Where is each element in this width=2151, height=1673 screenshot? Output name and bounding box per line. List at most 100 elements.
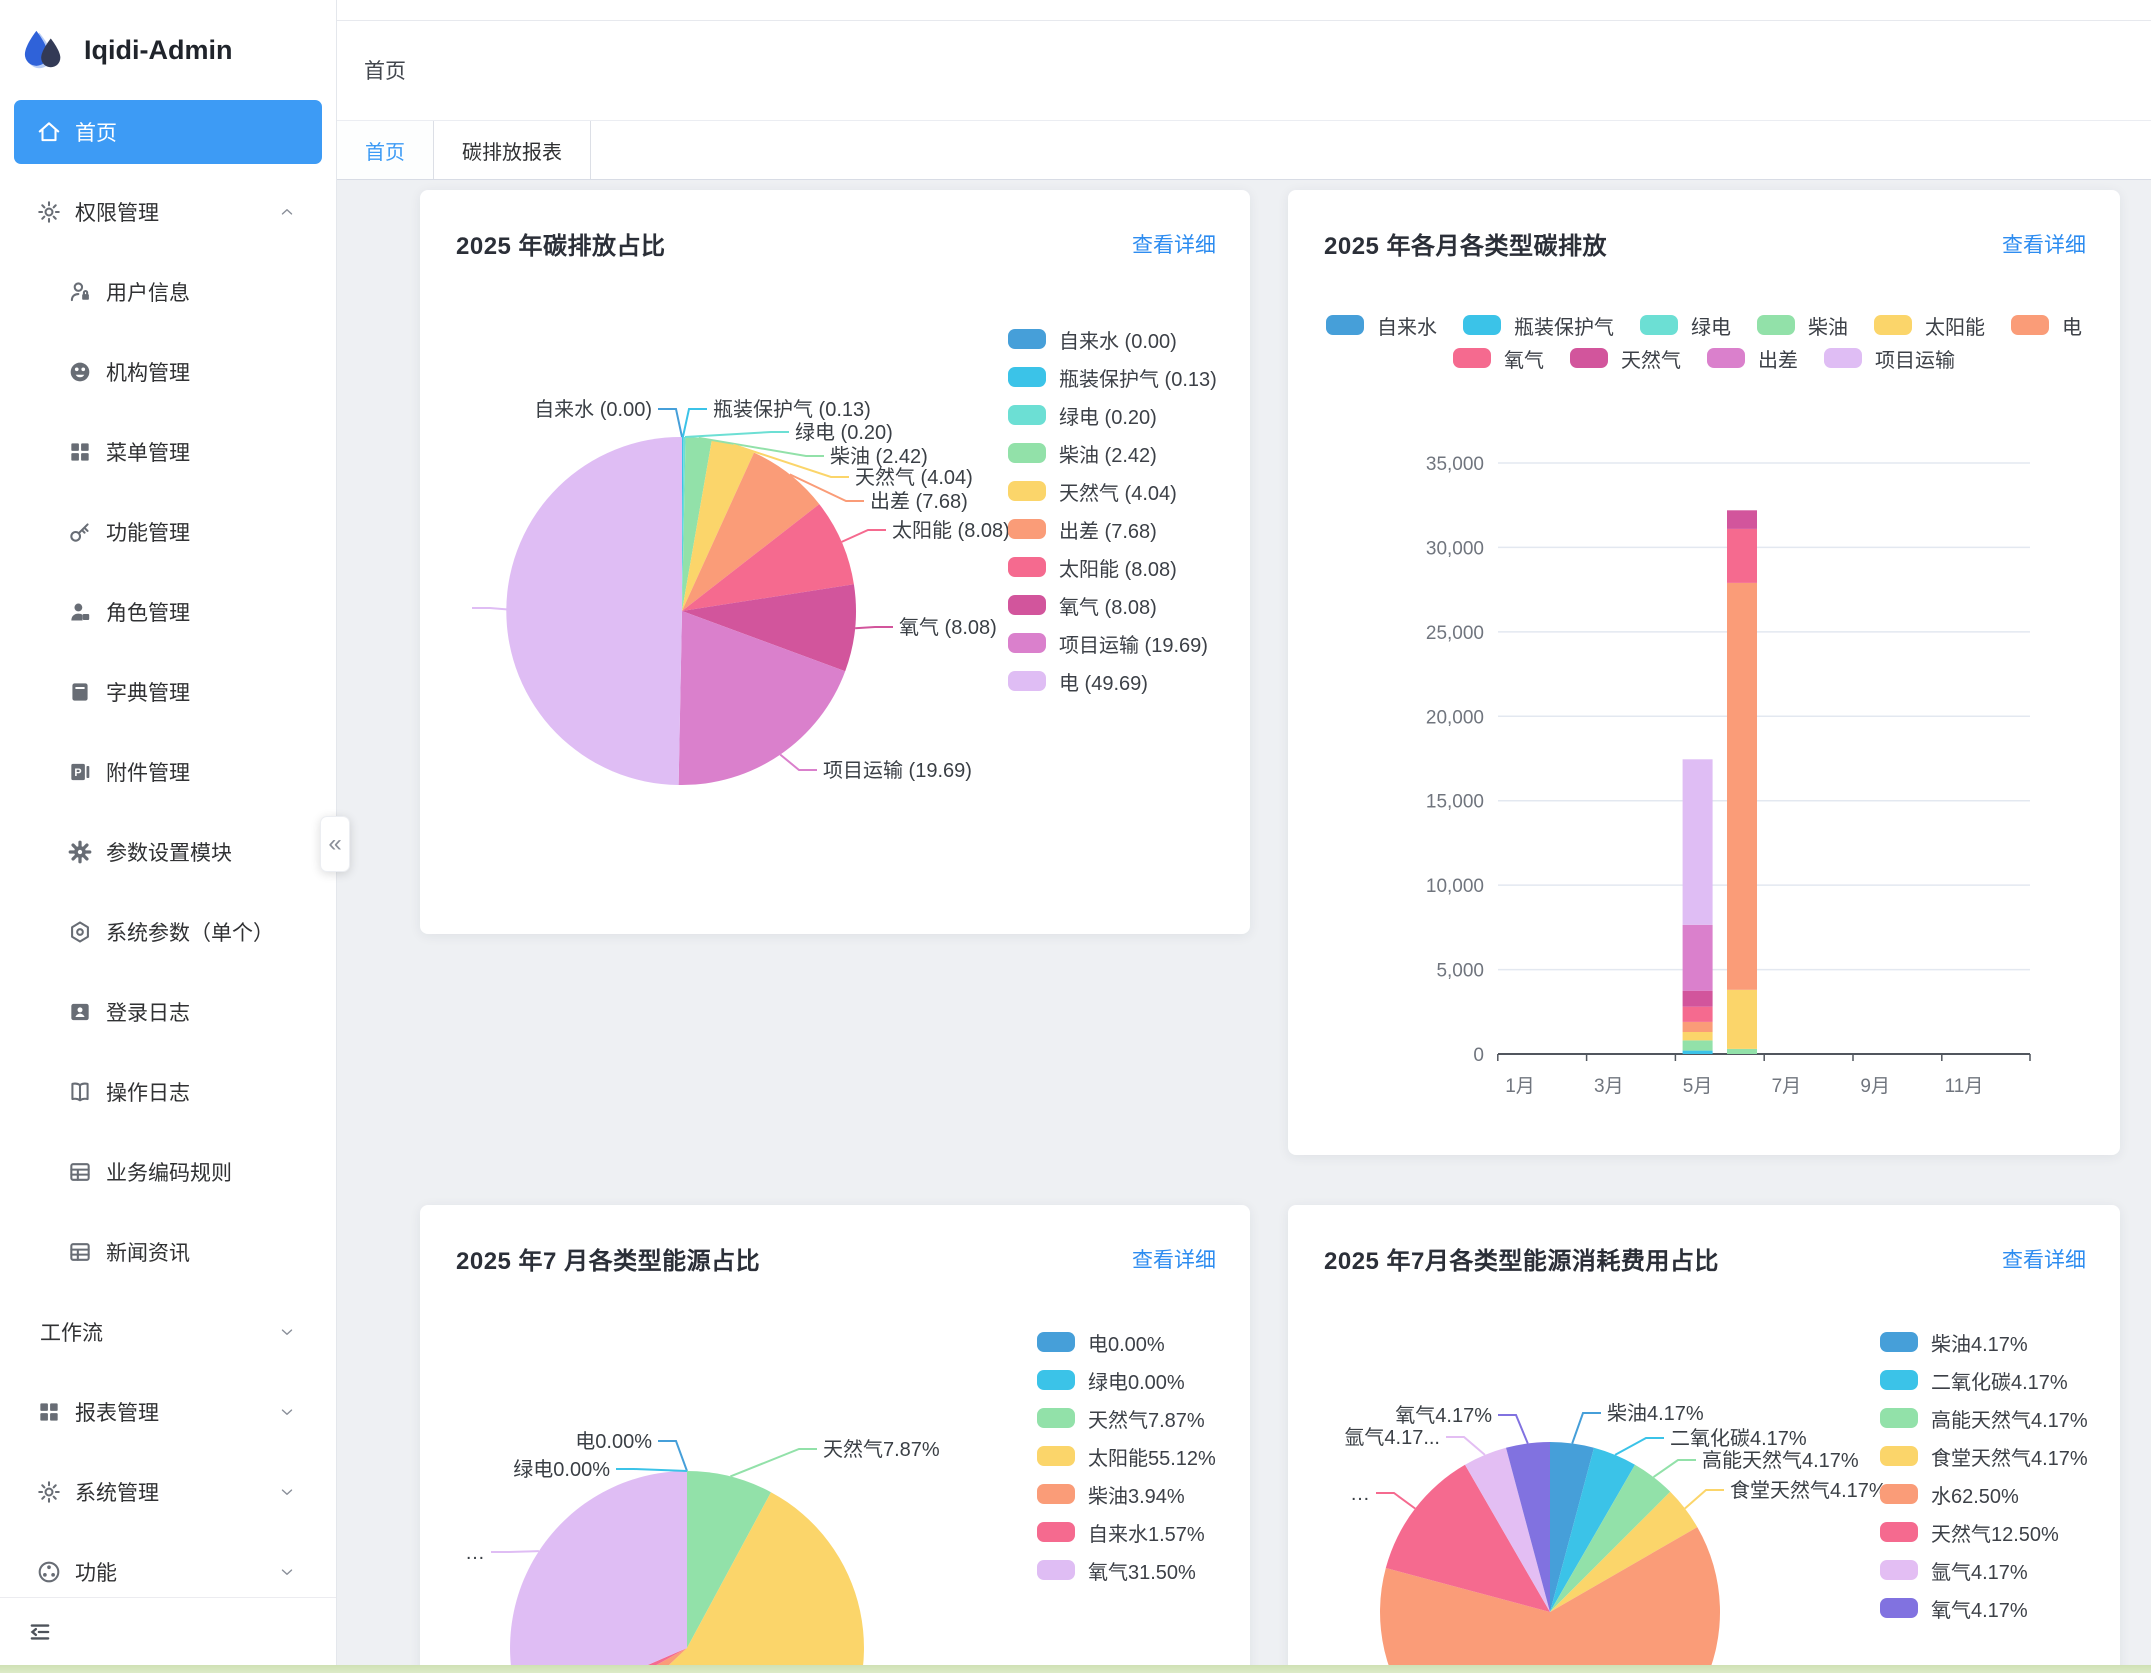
legend-item[interactable]: 电0.00% [1037,1332,1216,1356]
sidebar-item-attachment-mgmt[interactable]: P 附件管理 [0,732,336,812]
pie-label: 二氧化碳4.17% [1670,1427,1807,1450]
sidebar-item-label: 机构管理 [106,362,190,385]
legend-item[interactable]: 出差 (7.68) [1008,519,1217,543]
chevron-down-icon [278,1563,296,1581]
y-tick-label: 35,000 [1426,454,1484,475]
pie-label-line [789,473,864,502]
view-detail-link[interactable]: 查看详细 [1132,233,1216,257]
sidebar-collapse-handle[interactable]: « [320,816,350,872]
y-tick-label: 20,000 [1426,707,1484,728]
y-tick-label: 15,000 [1426,792,1484,813]
sidebar-item-function-mgmt[interactable]: 功能管理 [0,492,336,572]
legend-energy-cost-share: 柴油4.17% 二氧化碳4.17% 高能天然气4.17% 食堂天然气4.17% … [1880,1332,2088,1636]
sidebar-item-label: 新闻资讯 [106,1242,190,1265]
legend-swatch [1008,405,1046,425]
legend-item[interactable]: 水62.50% [1880,1484,2088,1508]
legend-item[interactable]: 自来水 (0.00) [1008,329,1217,353]
sidebar-item-feature[interactable]: 功能 [0,1532,336,1612]
sidebar-item-permission-mgmt[interactable]: 权限管理 [0,172,336,252]
sidebar-item-op-log[interactable]: 操作日志 [0,1052,336,1132]
doc-p-icon: P [67,759,93,785]
legend-label: 瓶装保护气 [1514,316,1614,339]
legend-item[interactable]: 二氧化碳4.17% [1880,1370,2088,1394]
view-detail-link[interactable]: 查看详细 [2002,233,2086,257]
pie-label: 电0.00% [575,1430,652,1453]
pie-label-line [491,1550,539,1553]
pie-chart-energy-cost-share: 柴油4.17%二氧化碳4.17%高能天然气4.17% 食堂天然气4.17% 氧气4.… [1344,1402,1887,1673]
legend-item[interactable]: 氧气 [1453,348,1544,372]
legend-item[interactable]: 太阳能 [1874,315,1985,339]
legend-item[interactable]: 电 [2011,315,2082,339]
legend-item[interactable]: 高能天然气4.17% [1880,1408,2088,1432]
y-tick-label: 25,000 [1426,623,1484,644]
legend-item[interactable]: 柴油3.94% [1037,1484,1216,1508]
legend-swatch [1037,1560,1075,1580]
legend-label: 高能天然气4.17% [1931,1409,2088,1432]
sidebar-item-biz-code-rule[interactable]: 业务编码规则 [0,1132,336,1212]
legend-item[interactable]: 项目运输 (19.69) [1008,633,1217,657]
legend-item[interactable]: 天然气 (4.04) [1008,481,1217,505]
legend-item[interactable]: 氧气31.50% [1037,1560,1216,1584]
legend-item[interactable]: 天然气7.87% [1037,1408,1216,1432]
legend-item[interactable]: 柴油 (2.42) [1008,443,1217,467]
pie-label-line [698,436,824,457]
view-detail-link[interactable]: 查看详细 [2002,1248,2086,1272]
legend-label: 氧气 (8.08) [1059,596,1157,619]
legend-item[interactable]: 氧气4.17% [1880,1598,2088,1622]
table-icon [67,1159,93,1185]
sidebar-item-user-info[interactable]: 用户信息 [0,252,336,332]
sidebar-item-workflow[interactable]: 工作流 [0,1292,336,1372]
legend-item[interactable]: 食堂天然气4.17% [1880,1446,2088,1470]
menu-fold-icon[interactable] [26,1618,54,1646]
legend-item[interactable]: 项目运输 [1824,348,1955,372]
sidebar-item-login-log[interactable]: 登录日志 [0,972,336,1052]
legend-item[interactable]: 瓶装保护气 (0.13) [1008,367,1217,391]
legend-item[interactable]: 太阳能 (8.08) [1008,557,1217,581]
legend-item[interactable]: 自来水 [1326,315,1437,339]
legend-item[interactable]: 绿电 [1640,315,1731,339]
legend-item[interactable]: 自来水1.57% [1037,1522,1216,1546]
legend-label: 电 [2062,316,2082,339]
legend-item[interactable]: 氧气 (8.08) [1008,595,1217,619]
legend-item[interactable]: 绿电 (0.20) [1008,405,1217,429]
sidebar-item-role-mgmt[interactable]: 角色管理 [0,572,336,652]
sidebar-item-system-mgmt[interactable]: 系统管理 [0,1452,336,1532]
legend-item[interactable]: 太阳能55.12% [1037,1446,1216,1470]
sidebar-item-report-mgmt[interactable]: 报表管理 [0,1372,336,1452]
legend-monthly-carbon: 自来水 瓶装保护气 绿电 柴油 太阳能 电 氧气 天然气 出差 项目运输 [1318,315,2090,372]
legend-label: 天然气12.50% [1931,1523,2059,1546]
legend-swatch [1570,348,1608,368]
legend-item[interactable]: 绿电0.00% [1037,1370,1216,1394]
sidebar-item-sys-param-single[interactable]: 系统参数（单个） [0,892,336,972]
legend-label: 项目运输 [1875,349,1955,372]
sidebar-item-label: 附件管理 [106,762,190,785]
legend-item[interactable]: 天然气 [1570,348,1681,372]
legend-item[interactable]: 氩气4.17% [1880,1560,2088,1584]
legend-item[interactable]: 柴油4.17% [1880,1332,2088,1356]
bar-segment-项目运输 [1682,759,1713,925]
legend-item[interactable]: 瓶装保护气 [1463,315,1614,339]
pie-slice-电 [506,436,682,785]
legend-item[interactable]: 出差 [1707,348,1798,372]
legend-item[interactable]: 电 (49.69) [1008,671,1217,695]
pie-slice-氩气 [1465,1447,1550,1612]
pie-label-line [855,626,893,630]
view-detail-link[interactable]: 查看详细 [1132,1248,1216,1272]
sidebar-item-org-mgmt[interactable]: 机构管理 [0,332,336,412]
legend-swatch [1824,348,1862,368]
legend-item[interactable]: 柴油 [1757,315,1848,339]
tab-home[interactable]: 首页 [337,121,434,179]
legend-label: 柴油3.94% [1088,1485,1185,1508]
sidebar-item-param-module[interactable]: 参数设置模块 [0,812,336,892]
sidebar-item-menu-mgmt[interactable]: 菜单管理 [0,412,336,492]
sidebar-item-news[interactable]: 新闻资讯 [0,1212,336,1292]
sidebar-item-label: 权限管理 [75,202,159,225]
pie-label: 柴油 (2.42) [830,445,928,468]
tab-carbon-report[interactable]: 碳排放报表 [434,121,591,179]
pie-slice-柴油 [1550,1442,1594,1612]
legend-item[interactable]: 天然气12.50% [1880,1522,2088,1546]
x-tick-label: 11月 [1945,1076,1984,1097]
breadcrumb: 首页 [364,60,406,83]
sidebar-item-home[interactable]: 首页 [14,100,322,164]
sidebar-item-dict-mgmt[interactable]: 字典管理 [0,652,336,732]
